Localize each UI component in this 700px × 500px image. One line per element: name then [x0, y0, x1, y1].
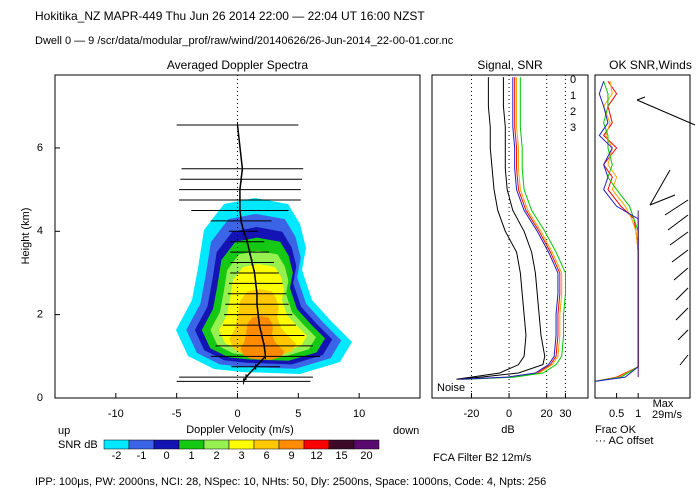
y-tick-label: 0 — [37, 392, 43, 404]
colorbar-level: 6 — [263, 450, 269, 462]
colorbar-level: 12 — [310, 450, 322, 462]
colorbar-level: 15 — [335, 450, 347, 462]
series-line — [456, 77, 527, 380]
colorbar-box — [153, 439, 180, 450]
colorbar-level: 3 — [238, 450, 244, 462]
mean-velocity — [236, 124, 267, 382]
wind-arrow — [675, 287, 689, 301]
x-tick-label: 30 — [559, 408, 571, 420]
colorbar-box — [353, 439, 380, 450]
x-left-label: up — [58, 425, 70, 437]
legend-entry: 2 — [570, 106, 576, 118]
x-right-label: down — [393, 425, 419, 437]
colorbar-box — [253, 439, 280, 450]
colorbar-level: 9 — [288, 450, 294, 462]
plot-frame — [431, 74, 589, 399]
y-tick-label: 2 — [37, 309, 43, 321]
x-tick-label: 0.5 — [609, 408, 624, 420]
wind-arrow — [675, 307, 689, 321]
legend-entry: 3 — [570, 122, 576, 134]
series-line — [594, 81, 639, 382]
colorbar-level: 1 — [188, 450, 194, 462]
y-tick-label: 6 — [37, 142, 43, 154]
wind-arrow — [669, 231, 689, 246]
x-tick-label: -10 — [108, 408, 124, 420]
max-label: Max — [653, 398, 674, 410]
colorbar-box — [103, 439, 130, 450]
wind-arrow — [671, 249, 689, 263]
colorbar-box — [178, 439, 205, 450]
wind-arrow — [649, 169, 671, 206]
panel-title: OK SNR,Winds — [609, 58, 692, 72]
series-line — [594, 81, 639, 382]
series-line — [458, 77, 546, 380]
y-axis-label: Height (km) — [20, 208, 32, 265]
wind-arrow — [636, 96, 646, 101]
series-line — [462, 77, 561, 380]
x-tick-label: 0 — [506, 408, 512, 420]
colorbar-box — [128, 439, 155, 450]
y-tick-label: 4 — [37, 225, 43, 237]
wind-arrow — [636, 99, 696, 126]
max-value: 29m/s — [652, 409, 682, 421]
colorbar-level: 20 — [360, 450, 372, 462]
colorbar-level: -1 — [137, 450, 147, 462]
x-tick-label: 1 — [635, 408, 641, 420]
series-line — [594, 80, 639, 382]
series-line — [463, 77, 563, 380]
wind-arrow — [677, 329, 689, 341]
x-tick-label: 10 — [353, 408, 365, 420]
series-line — [594, 81, 639, 382]
colorbar-label: SNR dB — [58, 439, 98, 451]
footer: IPP: 100μs, PW: 2000ns, NCI: 28, NSpec: … — [35, 476, 546, 488]
colorbar-level: 2 — [213, 450, 219, 462]
wind-arrow — [664, 199, 689, 216]
x-tick-label: 0 — [234, 408, 240, 420]
x-tick-label: 20 — [541, 408, 553, 420]
panel-title: Signal, SNR — [477, 58, 543, 72]
x-axis-label: Doppler Velocity (m/s) — [186, 424, 294, 436]
wind-arrow — [649, 194, 676, 206]
legend-entry: 0 — [570, 74, 576, 86]
wind-arrow — [667, 214, 689, 231]
wind-arrow — [673, 267, 689, 281]
x-tick-label: -5 — [172, 408, 182, 420]
x-axis-label: Frac OK — [595, 424, 637, 436]
colorbar-level: 0 — [163, 450, 169, 462]
header-line: Hokitika_NZ MAPR-449 Thu Jun 26 2014 22:… — [35, 9, 425, 23]
series-line — [465, 77, 566, 380]
legend-entry: 1 — [570, 90, 576, 102]
colorbar-box — [303, 439, 330, 450]
panel-title: Averaged Doppler Spectra — [167, 58, 309, 72]
wind-arrow — [679, 354, 689, 366]
filter-note: FCA Filter B2 12m/s — [433, 452, 532, 464]
x-axis-label: dB — [501, 424, 514, 436]
colorbar-level: -2 — [112, 450, 122, 462]
ac-offset-note: ··· AC offset — [595, 435, 653, 447]
header-line: Dwell 0 — 9 /scr/data/modular_prof/raw/w… — [35, 35, 454, 47]
x-tick-label: -20 — [464, 408, 480, 420]
colorbar-box — [228, 439, 255, 450]
x-tick-label: 5 — [295, 408, 301, 420]
wind-barbs — [636, 96, 696, 366]
colorbar-box — [328, 439, 355, 450]
noise-label: Noise — [437, 382, 465, 394]
colorbar-box — [278, 439, 305, 450]
plot-frame — [594, 74, 691, 399]
series-line — [460, 77, 559, 380]
colorbar-box — [203, 439, 230, 450]
